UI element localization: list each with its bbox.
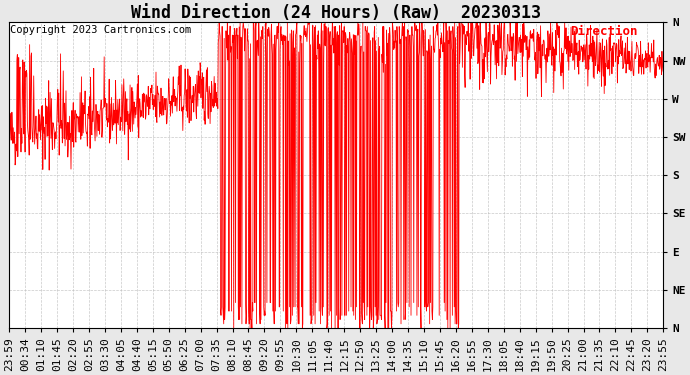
Title: Wind Direction (24 Hours) (Raw)  20230313: Wind Direction (24 Hours) (Raw) 20230313 — [131, 4, 541, 22]
Text: Direction: Direction — [570, 26, 637, 38]
Text: Copyright 2023 Cartronics.com: Copyright 2023 Cartronics.com — [10, 26, 192, 35]
